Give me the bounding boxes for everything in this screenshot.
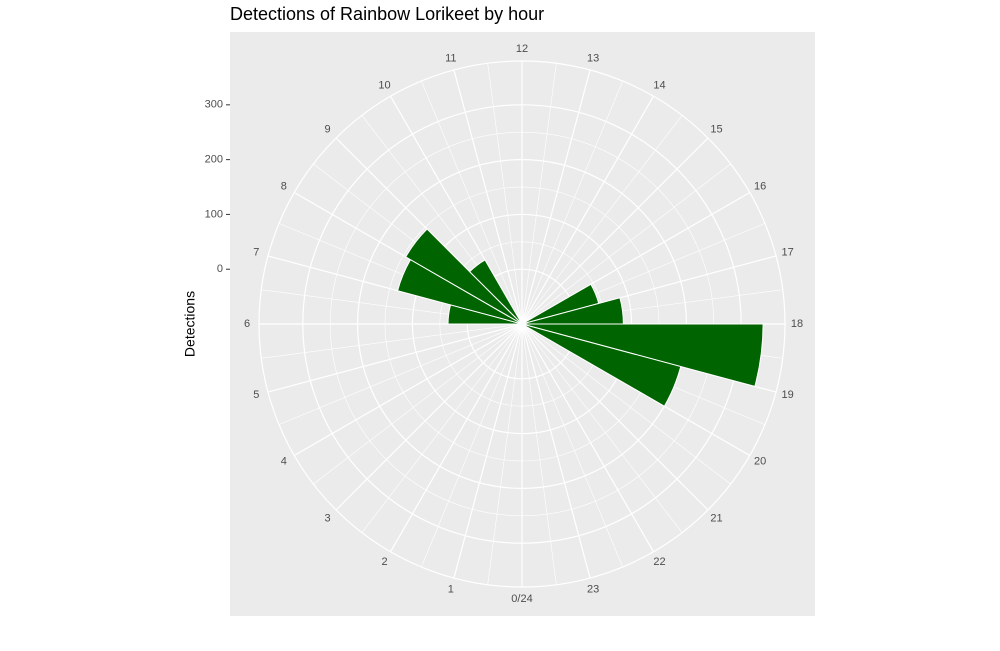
y-tick-label: 300	[205, 99, 223, 111]
major-spoke	[521, 323, 655, 553]
y-tick-label: 200	[205, 154, 223, 166]
hour-label: 14	[653, 80, 665, 92]
major-spoke	[521, 323, 591, 579]
chart-title: Detections of Rainbow Lorikeet by hour	[230, 4, 545, 24]
bars	[397, 228, 764, 407]
y-axis: 0 100 200 300	[205, 99, 230, 275]
hour-label: 2	[381, 556, 387, 568]
y-tick-label: 0	[217, 263, 223, 275]
major-spoke	[521, 323, 709, 511]
major-spoke	[293, 323, 523, 457]
major-spoke	[389, 323, 523, 553]
major-spoke	[453, 323, 523, 579]
major-spoke	[521, 95, 655, 325]
y-axis-title: Detections	[182, 291, 198, 357]
major-spoke	[521, 137, 709, 325]
bar-hour-9	[468, 259, 523, 325]
hour-label: 11	[445, 52, 456, 64]
hour-label: 22	[653, 556, 665, 568]
hour-label: 1	[448, 584, 454, 596]
major-grid	[258, 60, 786, 588]
hour-label: 4	[281, 455, 287, 467]
hour-label: 8	[281, 180, 287, 192]
major-spoke	[267, 323, 523, 393]
hour-label: 18	[791, 318, 803, 330]
major-spoke	[521, 69, 591, 325]
hour-label: 23	[587, 584, 599, 596]
y-tick-label: 100	[205, 208, 223, 220]
hour-label: 7	[253, 247, 259, 259]
hour-label: 10	[378, 80, 390, 92]
major-spoke	[335, 323, 523, 511]
hour-label: 19	[782, 389, 794, 401]
hour-labels: 0/24123456789101112131415161718192021222…	[244, 43, 803, 605]
hour-label: 16	[754, 180, 766, 192]
bar-hour-18	[521, 323, 764, 388]
bar-hour-19	[521, 323, 682, 407]
hour-label: 6	[244, 318, 250, 330]
hour-label: 0/24	[511, 593, 532, 605]
hour-label: 17	[782, 247, 794, 259]
major-spoke	[453, 69, 523, 325]
hour-label: 20	[754, 455, 766, 467]
hour-label: 5	[253, 389, 259, 401]
hour-label: 12	[516, 43, 528, 55]
bar-hour-8	[405, 228, 523, 325]
hour-label: 15	[710, 123, 722, 135]
hour-label: 3	[324, 512, 330, 524]
hour-label: 13	[587, 52, 599, 64]
hour-label: 21	[710, 512, 722, 524]
hour-label: 9	[324, 123, 330, 135]
